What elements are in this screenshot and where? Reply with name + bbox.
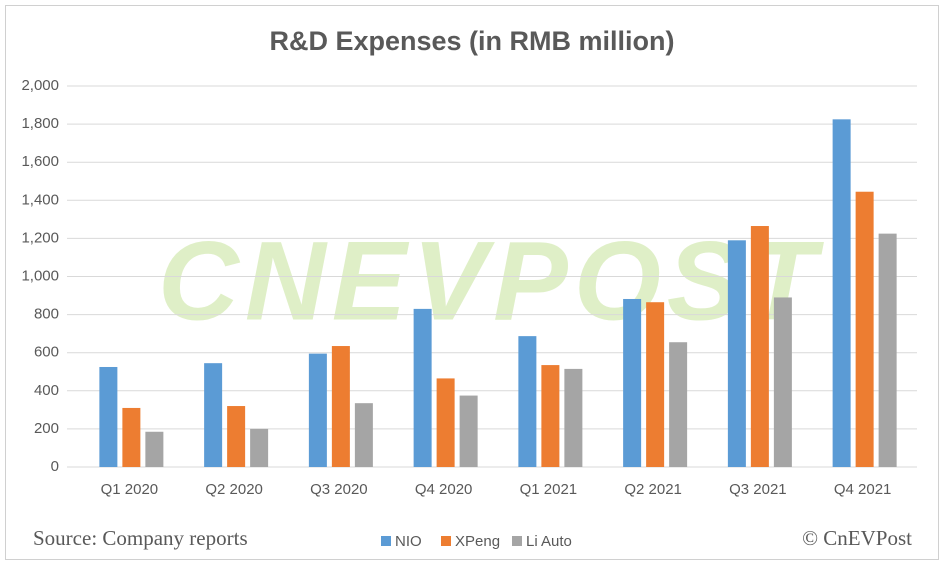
- legend-label: NIO: [395, 533, 422, 550]
- x-tick-label: Q2 2021: [624, 481, 682, 498]
- credit: © CnEVPost: [802, 526, 912, 550]
- bar: [436, 378, 455, 467]
- bar: [541, 365, 560, 467]
- y-tick-label: 1,800: [21, 115, 59, 132]
- x-tick-label: Q1 2021: [520, 481, 578, 498]
- y-tick-label: 200: [34, 420, 59, 437]
- y-tick-label: 2,000: [21, 77, 59, 94]
- y-tick-label: 0: [51, 458, 59, 475]
- legend-label: Li Auto: [526, 533, 572, 550]
- bar: [413, 308, 432, 467]
- x-tick-label: Q3 2021: [729, 481, 787, 498]
- bar: [727, 240, 746, 467]
- bar: [250, 428, 269, 467]
- bar: [878, 233, 897, 467]
- x-tick-label: Q2 2020: [205, 481, 263, 498]
- bar: [459, 395, 478, 467]
- x-tick-label: Q4 2020: [415, 481, 473, 498]
- bar: [646, 302, 665, 467]
- y-tick-label: 600: [34, 344, 59, 361]
- bar: [204, 363, 223, 467]
- x-tick-label: Q1 2020: [101, 481, 159, 498]
- y-tick-label: 1,400: [21, 191, 59, 208]
- bar: [832, 119, 851, 468]
- bar: [122, 407, 141, 467]
- y-tick-label: 1,000: [21, 267, 59, 284]
- y-tick-label: 1,200: [21, 229, 59, 246]
- bar: [145, 431, 164, 467]
- legend-swatch: [512, 536, 522, 546]
- x-tick-label: Q4 2021: [834, 481, 892, 498]
- bar: [855, 191, 874, 468]
- bar: [564, 368, 583, 467]
- bar: [750, 226, 769, 467]
- x-tick-label: Q3 2020: [310, 481, 368, 498]
- legend-swatch: [441, 536, 451, 546]
- legend-swatch: [381, 536, 391, 546]
- bar: [518, 336, 537, 467]
- bar: [99, 366, 118, 467]
- source-note: Source: Company reports: [33, 526, 248, 550]
- bar: [331, 346, 350, 467]
- bar: [227, 406, 246, 467]
- bar: [308, 353, 327, 467]
- y-tick-label: 400: [34, 382, 59, 399]
- y-tick-label: 1,600: [21, 153, 59, 170]
- bar: [773, 297, 792, 467]
- bar: [623, 298, 642, 467]
- legend-label: XPeng: [455, 533, 500, 550]
- watermark: CNEVPOST: [158, 219, 825, 344]
- bar: [354, 403, 373, 467]
- bar: [669, 342, 688, 467]
- chart-title: R&D Expenses (in RMB million): [269, 26, 674, 56]
- y-tick-label: 800: [34, 306, 59, 323]
